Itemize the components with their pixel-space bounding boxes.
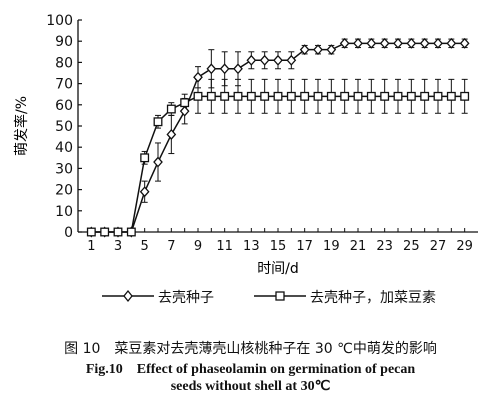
y-tick-label: 10 bbox=[55, 204, 73, 220]
data-point-diamond bbox=[233, 63, 243, 75]
x-tick-label: 3 bbox=[114, 239, 122, 254]
data-point-diamond bbox=[246, 54, 257, 66]
data-point-diamond bbox=[419, 37, 430, 49]
series-line-0 bbox=[91, 42, 465, 233]
y-tick-label: 40 bbox=[55, 140, 73, 156]
x-axis-label: 时间/d bbox=[257, 261, 299, 277]
legend-label-shelled-phaseolamin: 去壳种子，加菜豆素 bbox=[310, 290, 436, 306]
data-point-diamond bbox=[326, 44, 337, 56]
data-point-square bbox=[260, 91, 270, 101]
data-point-diamond bbox=[459, 37, 470, 49]
data-point-square bbox=[86, 227, 96, 237]
figure-caption-en-line2: seeds without shell at 30℃ bbox=[170, 379, 331, 394]
data-point-square bbox=[206, 91, 216, 101]
x-tick-label: 7 bbox=[167, 239, 175, 254]
data-point-diamond bbox=[166, 129, 177, 140]
data-point-diamond bbox=[339, 37, 350, 49]
data-point-diamond bbox=[219, 63, 230, 75]
x-tick-label: 11 bbox=[216, 239, 233, 254]
y-axis-label: 萌发率/% bbox=[13, 96, 30, 156]
data-point-square bbox=[286, 91, 296, 101]
data-point-square bbox=[393, 91, 403, 101]
data-point-square bbox=[220, 91, 230, 101]
y-tick-label: 90 bbox=[55, 34, 73, 50]
data-point-square bbox=[273, 91, 283, 101]
y-tick-label: 30 bbox=[55, 161, 73, 177]
x-tick-label: 25 bbox=[403, 239, 420, 254]
x-tick-label: 9 bbox=[194, 239, 202, 254]
data-point-diamond bbox=[153, 156, 163, 168]
data-point-square bbox=[193, 91, 203, 101]
x-tick-label: 1 bbox=[87, 239, 95, 254]
data-point-square bbox=[353, 91, 363, 101]
data-point-diamond bbox=[139, 186, 150, 198]
y-tick-label: 60 bbox=[55, 98, 73, 114]
x-tick-label: 19 bbox=[323, 239, 340, 254]
series-markers bbox=[86, 37, 470, 238]
data-point-diamond bbox=[446, 37, 457, 49]
y-tick-label: 20 bbox=[55, 183, 73, 199]
data-point-square bbox=[113, 227, 123, 237]
x-tick-label: 5 bbox=[141, 239, 149, 254]
y-tick-label: 80 bbox=[55, 55, 73, 71]
data-point-square bbox=[233, 91, 243, 101]
data-point-square bbox=[460, 91, 470, 101]
data-point-diamond bbox=[353, 37, 363, 49]
error-bars bbox=[141, 38, 468, 203]
data-point-square bbox=[180, 98, 190, 108]
data-point-square bbox=[380, 91, 390, 101]
y-tick-label: 100 bbox=[46, 13, 73, 29]
data-point-diamond bbox=[179, 105, 190, 117]
data-point-diamond bbox=[406, 37, 417, 49]
data-point-diamond bbox=[286, 54, 297, 66]
data-point-diamond bbox=[313, 44, 323, 56]
data-point-diamond bbox=[379, 37, 390, 49]
figure-caption-zh: 图 10 菜豆素对去壳薄壳山核桃种子在 30 ℃中萌发的影响 bbox=[64, 341, 437, 357]
data-point-diamond bbox=[259, 54, 270, 66]
data-point-square bbox=[300, 91, 310, 101]
data-point-diamond bbox=[273, 54, 283, 66]
data-point-square bbox=[406, 91, 416, 101]
data-point-diamond bbox=[193, 71, 203, 83]
legend-square-icon bbox=[254, 291, 306, 301]
legend-diamond-icon bbox=[102, 289, 154, 303]
data-point-square bbox=[420, 91, 430, 101]
x-tick-label: 27 bbox=[430, 239, 447, 254]
x-tick-label: 23 bbox=[376, 239, 393, 254]
data-point-diamond bbox=[393, 37, 403, 49]
data-point-square bbox=[140, 153, 150, 163]
x-tick-label: 29 bbox=[456, 239, 473, 254]
data-point-square bbox=[166, 104, 176, 114]
data-point-square bbox=[100, 227, 110, 237]
series-lines bbox=[91, 42, 465, 233]
data-point-square bbox=[126, 227, 136, 237]
data-point-square bbox=[340, 91, 350, 101]
data-point-square bbox=[153, 117, 163, 127]
y-tick-label: 0 bbox=[64, 225, 73, 241]
x-tick-label: 17 bbox=[296, 239, 313, 254]
legend-label-shelled: 去壳种子 bbox=[158, 290, 214, 306]
data-point-square bbox=[433, 91, 443, 101]
y-tick-label: 50 bbox=[55, 119, 73, 135]
data-point-square bbox=[313, 91, 323, 101]
data-point-diamond bbox=[433, 37, 443, 49]
data-point-diamond bbox=[366, 37, 377, 49]
data-point-diamond bbox=[299, 44, 310, 56]
data-point-square bbox=[446, 91, 456, 101]
figure-caption-en-line1: Fig.10 Effect of phaseolamin on germinat… bbox=[85, 362, 416, 377]
data-point-square bbox=[366, 91, 376, 101]
data-point-diamond bbox=[206, 63, 217, 75]
y-tick-label: 70 bbox=[55, 77, 73, 93]
data-point-square bbox=[246, 91, 256, 101]
data-point-square bbox=[326, 91, 336, 101]
x-tick-label: 13 bbox=[243, 239, 260, 254]
x-tick-label: 15 bbox=[270, 239, 287, 254]
x-tick-label: 21 bbox=[350, 239, 367, 254]
